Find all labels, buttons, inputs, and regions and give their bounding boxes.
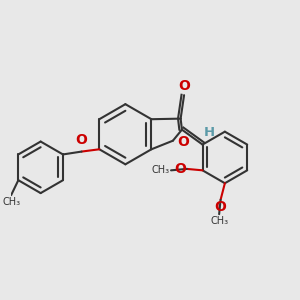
- Text: O: O: [174, 162, 186, 176]
- Text: O: O: [75, 133, 87, 147]
- Text: CH₃: CH₃: [152, 165, 169, 175]
- Text: O: O: [178, 135, 189, 149]
- Text: CH₃: CH₃: [210, 216, 228, 226]
- Text: H: H: [203, 126, 214, 140]
- Text: O: O: [214, 200, 226, 214]
- Text: CH₃: CH₃: [2, 197, 20, 207]
- Text: O: O: [179, 79, 190, 93]
